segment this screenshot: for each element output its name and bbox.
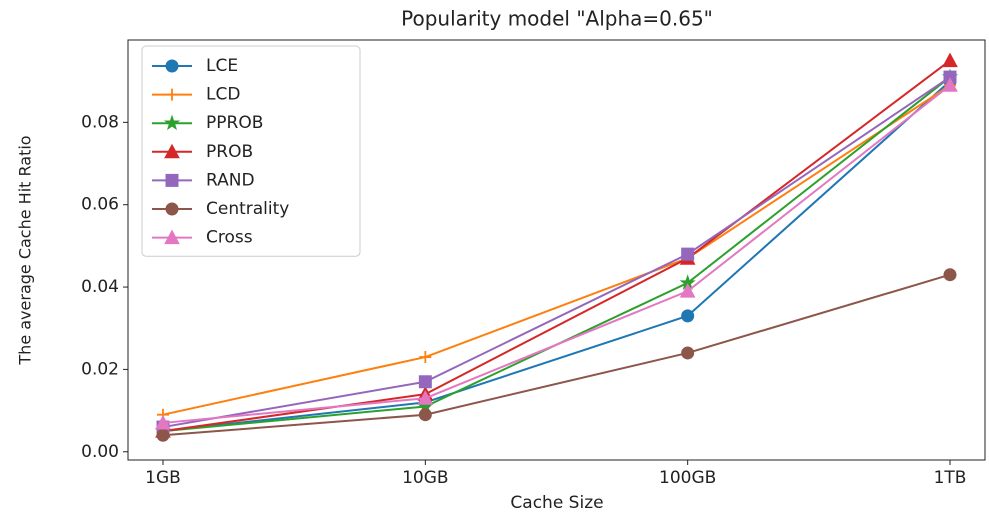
marker	[165, 202, 179, 216]
chart-title: Popularity model "Alpha=0.65"	[401, 7, 713, 31]
x-tick-label: 100GB	[659, 468, 716, 488]
x-tick-label: 10GB	[402, 468, 448, 488]
marker	[681, 346, 695, 360]
marker	[165, 173, 179, 187]
marker	[943, 268, 957, 282]
marker	[155, 414, 171, 430]
marker	[164, 143, 180, 159]
marker	[417, 390, 434, 405]
y-tick-label: 0.04	[81, 277, 119, 297]
marker	[418, 375, 432, 389]
series-line	[162, 76, 951, 429]
legend-label: PROB	[206, 142, 253, 162]
legend-label: PPROB	[206, 113, 263, 133]
marker	[419, 351, 432, 364]
legend-label: LCD	[206, 85, 240, 105]
y-tick-label: 0.00	[81, 442, 119, 462]
y-tick-label: 0.06	[81, 195, 119, 215]
legend-label: Cross	[206, 228, 253, 248]
marker	[681, 309, 695, 323]
marker	[163, 114, 181, 131]
x-tick-label: 1GB	[145, 468, 181, 488]
marker	[418, 408, 432, 422]
y-axis-label: The average Cache Hit Ratio	[16, 135, 35, 365]
marker	[164, 229, 180, 245]
marker	[942, 77, 958, 92]
y-tick-label: 0.02	[81, 359, 119, 379]
legend-label: Centrality	[206, 199, 289, 219]
series-line	[162, 84, 951, 424]
x-tick-label: 1TB	[934, 468, 967, 488]
marker	[156, 428, 170, 442]
x-axis-label: Cache Size	[510, 493, 603, 513]
marker	[681, 247, 695, 261]
marker	[942, 52, 958, 68]
marker	[165, 59, 179, 73]
legend-box	[141, 45, 361, 257]
series-line	[162, 80, 951, 433]
series-line	[162, 273, 951, 437]
legend-label: RAND	[206, 170, 255, 190]
legend-label: LCE	[206, 56, 238, 76]
series-line	[162, 84, 951, 416]
y-tick-label: 0.08	[81, 112, 119, 132]
marker	[679, 283, 696, 298]
plot-frame	[127, 39, 986, 461]
series-line	[162, 59, 951, 433]
legend: LCE LCD PPROB PROB RAND Centrality Cross	[141, 45, 361, 257]
marker	[166, 88, 178, 101]
